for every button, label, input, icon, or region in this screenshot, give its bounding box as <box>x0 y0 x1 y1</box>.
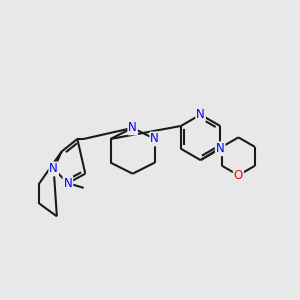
Text: N: N <box>64 177 72 190</box>
Text: N: N <box>49 162 58 176</box>
Text: O: O <box>234 169 243 182</box>
Text: N: N <box>216 142 225 155</box>
Text: N: N <box>196 108 205 121</box>
Text: N: N <box>150 132 159 146</box>
Text: N: N <box>128 122 137 134</box>
